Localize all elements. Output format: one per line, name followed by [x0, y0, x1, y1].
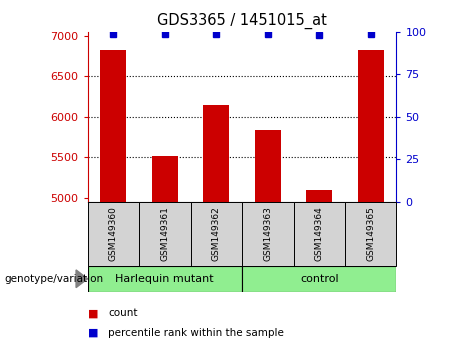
Text: percentile rank within the sample: percentile rank within the sample — [108, 328, 284, 338]
FancyBboxPatch shape — [88, 266, 242, 292]
Text: ■: ■ — [88, 308, 98, 318]
Bar — [358, 51, 384, 202]
Bar — [100, 51, 126, 202]
Text: GSM149361: GSM149361 — [160, 206, 169, 261]
Text: GSM149360: GSM149360 — [109, 206, 118, 261]
Text: GSM149363: GSM149363 — [263, 206, 272, 261]
Text: count: count — [108, 308, 138, 318]
FancyBboxPatch shape — [242, 202, 294, 266]
Text: GSM149364: GSM149364 — [315, 206, 324, 261]
Text: genotype/variation: genotype/variation — [5, 274, 104, 284]
FancyBboxPatch shape — [345, 202, 396, 266]
Bar — [152, 156, 177, 202]
Text: control: control — [300, 274, 338, 284]
FancyBboxPatch shape — [294, 202, 345, 266]
FancyBboxPatch shape — [139, 202, 190, 266]
Title: GDS3365 / 1451015_at: GDS3365 / 1451015_at — [157, 13, 327, 29]
FancyBboxPatch shape — [242, 266, 396, 292]
Text: Harlequin mutant: Harlequin mutant — [116, 274, 214, 284]
Bar — [203, 105, 229, 202]
FancyBboxPatch shape — [190, 202, 242, 266]
Text: GSM149365: GSM149365 — [366, 206, 375, 261]
FancyBboxPatch shape — [88, 202, 139, 266]
Text: ■: ■ — [88, 328, 98, 338]
Text: GSM149362: GSM149362 — [212, 206, 221, 261]
Bar — [255, 130, 281, 202]
Bar — [307, 190, 332, 202]
